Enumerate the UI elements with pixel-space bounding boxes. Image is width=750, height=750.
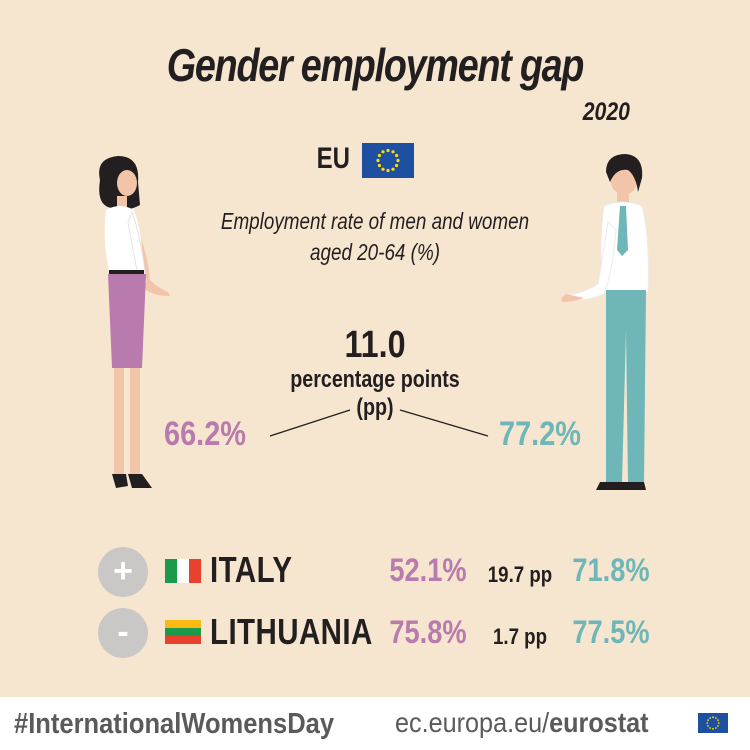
lithuania-men-rate: 77.5%: [572, 614, 650, 650]
subtitle-line-2: aged 20-64 (%): [309, 239, 440, 265]
eu-flag-icon: [362, 143, 414, 178]
eu-gap-unit: percentage points (pp): [252, 366, 498, 422]
eu-gap-value: 11.0: [344, 324, 406, 366]
country-name-italy: ITALY: [210, 549, 293, 590]
year-label: 2020: [582, 98, 630, 126]
site-brand: eurostat: [549, 707, 649, 738]
lithuania-gap: 1.7 pp: [492, 624, 548, 649]
plus-badge: +: [98, 547, 148, 597]
italy-women-rate: 52.1%: [389, 552, 467, 588]
gap-unit-line-1: percentage points: [290, 366, 460, 393]
site-link[interactable]: ec.europa.eu/eurostat: [395, 707, 649, 739]
country-name-lithuania: LITHUANIA: [210, 611, 373, 652]
eu-men-rate: 77.2%: [499, 415, 581, 453]
italy-men-rate: 71.8%: [572, 552, 650, 588]
lithuania-flag-icon: [165, 620, 201, 644]
italy-flag-icon: [165, 559, 201, 583]
eu-women-rate: 66.2%: [164, 415, 246, 453]
footer-bar: [0, 697, 750, 750]
italy-gap: 19.7 pp: [487, 562, 553, 587]
subtitle: Employment rate of men and women aged 20…: [191, 206, 560, 268]
subtitle-line-1: Employment rate of men and women: [220, 208, 530, 234]
hashtag-label: #InternationalWomensDay: [14, 708, 335, 740]
page-title: Gender employment gap: [166, 39, 585, 91]
site-prefix: ec.europa.eu/: [395, 707, 550, 738]
lithuania-women-rate: 75.8%: [389, 614, 467, 650]
eu-flag-icon: [698, 713, 728, 733]
minus-badge: -: [98, 608, 148, 658]
gap-unit-line-2: (pp): [356, 394, 394, 421]
region-label: EU: [316, 142, 350, 175]
